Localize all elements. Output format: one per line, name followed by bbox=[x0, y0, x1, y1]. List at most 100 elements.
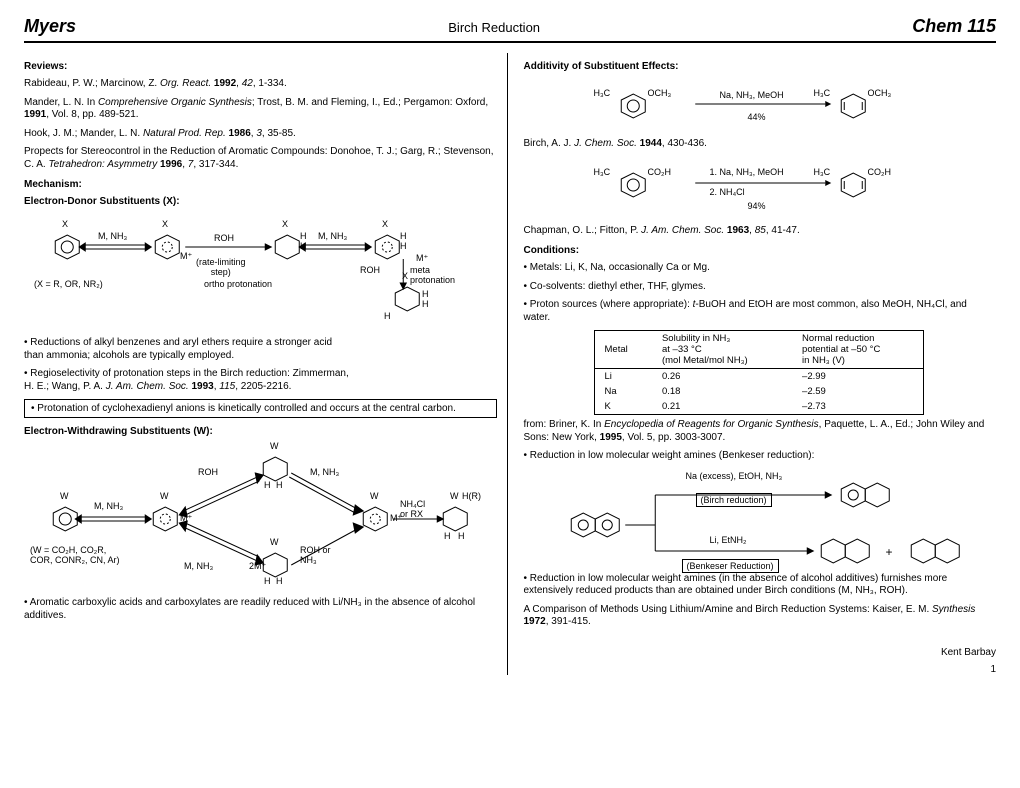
s1-roh-2: ROH bbox=[360, 265, 380, 275]
th-sol-1: Solubility in NH₃ bbox=[662, 333, 730, 344]
rx1-h3c-1: H₃C bbox=[594, 88, 611, 98]
benkeser-heading: • Reduction in low molecular weight amin… bbox=[524, 450, 997, 463]
ref-2-text: Mander, L. N. In bbox=[24, 97, 98, 108]
header-center: Birch Reduction bbox=[448, 20, 540, 35]
ref-4-pages: , 317-344. bbox=[193, 159, 238, 170]
s2-w-1: W bbox=[60, 491, 69, 501]
s2-w-2: W bbox=[160, 491, 169, 501]
s2-roh-1: ROH bbox=[198, 467, 218, 477]
s2-mnh3-1: M, NH₃ bbox=[94, 501, 123, 511]
rx2-h3c-1: H₃C bbox=[594, 167, 611, 177]
s1-h-7: H bbox=[384, 311, 391, 321]
benk-birch-label: (Birch reduction) bbox=[696, 493, 772, 507]
header-left: Myers bbox=[24, 16, 76, 37]
cell-p-1: –2.59 bbox=[792, 384, 923, 399]
rx1-och3-2: OCH₃ bbox=[868, 88, 892, 98]
s1-rate-limit: (rate-limiting step) bbox=[196, 257, 246, 277]
cell-s-2: 0.21 bbox=[652, 399, 792, 415]
cite-4-a: A Comparison of Methods Using Lithium/Am… bbox=[524, 604, 933, 615]
ref-1: Rabideau, P. W.; Marcinow, Z. Org. React… bbox=[24, 78, 497, 91]
scheme-electron-withdrawing: W W W W W W H(R) M, NH₃ M⁺ ROH M, NH₃ H … bbox=[24, 443, 497, 593]
ref-1-year: 1992 bbox=[214, 78, 236, 89]
cite-3-p: , Vol. 5, pp. 3003-3007. bbox=[622, 432, 725, 443]
cite-4-p: , 391-415. bbox=[546, 616, 591, 627]
ref-2-pages: , Vol. 8, pp. 489-521. bbox=[46, 109, 138, 120]
author-name: Kent Barbay bbox=[524, 647, 997, 658]
ref-4-year: 1996 bbox=[160, 159, 182, 170]
scheme-electron-donor: X X X X X M, NH₃ ROH M, NH₃ M⁺ M⁺ H H H … bbox=[24, 213, 497, 333]
th-pot-3: in NH₃ (V) bbox=[802, 355, 845, 366]
rx2-cond-1: 1. Na, NH₃, MeOH bbox=[710, 167, 784, 177]
rx1-cond: Na, NH₃, MeOH bbox=[720, 90, 784, 100]
bullet-2: • Regioselectivity of protonation steps … bbox=[24, 368, 354, 393]
s2-w-eq: (W = CO₂H, CO₂R, COR, CONR₂, CN, Ar) bbox=[30, 545, 120, 565]
page-number: 1 bbox=[524, 664, 997, 675]
s2-w-3: W bbox=[270, 441, 279, 451]
s1-x-eq: (X = R, OR, NR₂) bbox=[34, 279, 103, 289]
cell-p-2: –2.73 bbox=[792, 399, 923, 415]
ref-4: Propects for Stereocontrol in the Reduct… bbox=[24, 146, 497, 171]
left-column: Reviews: Rabideau, P. W.; Marcinow, Z. O… bbox=[24, 53, 508, 675]
s1-meta: meta protonation bbox=[410, 265, 455, 285]
s2-h-2: H bbox=[276, 480, 283, 490]
mechanism-heading: Mechanism: bbox=[24, 179, 497, 190]
s2-mplus: M⁺ bbox=[180, 513, 192, 524]
columns: Reviews: Rabideau, P. W.; Marcinow, Z. O… bbox=[24, 53, 996, 675]
cite-2-v: 85 bbox=[755, 225, 766, 236]
s2-mnh3-3: M, NH₃ bbox=[310, 467, 339, 477]
ref-2-mid: ; Trost, B. M. and Fleming, I., Ed.; Per… bbox=[252, 97, 488, 108]
ref-2-year: 1991 bbox=[24, 109, 46, 120]
page-header: Myers Birch Reduction Chem 115 bbox=[24, 16, 996, 43]
th-sol-2: at –33 °C bbox=[662, 344, 702, 355]
s2-roh-nh3: ROH or NH₃ bbox=[300, 545, 331, 565]
ref-1-journal: Org. React. bbox=[160, 78, 214, 89]
th-pot-1: Normal reduction bbox=[802, 333, 874, 344]
rx1-svg bbox=[524, 78, 997, 134]
s1-h-4: H bbox=[400, 241, 407, 251]
rx2-cond-2: 2. NH₄Cl bbox=[710, 187, 745, 197]
s1-roh: ROH bbox=[214, 233, 234, 243]
ref-3-pages: , 35-85. bbox=[262, 128, 296, 139]
ref-3-text: Hook, J. M.; Mander, L. N. bbox=[24, 128, 143, 139]
th-metal: Metal bbox=[594, 331, 652, 369]
benk-birch-cond: Na (excess), EtOH, NH₃ bbox=[686, 471, 783, 481]
s2-nh4cl: NH₄Cl or RX bbox=[400, 499, 425, 519]
s2-w-5: W bbox=[370, 491, 379, 501]
s2-h-6: H bbox=[458, 531, 465, 541]
s1-mplus-2: M⁺ bbox=[416, 253, 428, 264]
electron-donor-heading: Electron-Donor Substituents (X): bbox=[24, 196, 497, 207]
benk-cond: Li, EtNH₂ bbox=[710, 535, 747, 545]
cite-2-j: J. Am. Chem. Soc. bbox=[641, 225, 727, 236]
cite-3-t: Encyclopedia of Reagents for Organic Syn… bbox=[604, 419, 819, 430]
ref-3-year: 1986 bbox=[229, 128, 251, 139]
s1-x-5: X bbox=[402, 271, 408, 281]
ref-3-journal: Natural Prod. Rep. bbox=[143, 128, 229, 139]
s2-hr: H(R) bbox=[462, 491, 481, 501]
table-row: Na 0.18 –2.59 bbox=[594, 384, 923, 399]
ref-2: Mander, L. N. In Comprehensive Organic S… bbox=[24, 97, 497, 122]
s2-h-5: H bbox=[444, 531, 451, 541]
electron-withdrawing-heading: Electron-Withdrawing Substituents (W): bbox=[24, 426, 497, 437]
bul-2-v: 115 bbox=[219, 381, 235, 392]
right-column: Additivity of Substituent Effects: H₃C O… bbox=[524, 53, 997, 675]
cite-3-y: 1995 bbox=[600, 432, 622, 443]
reaction-2: H₃C CO₂H H₃C CO₂H 1. Na, NH₃, MeOH 2. NH… bbox=[524, 157, 997, 221]
s1-ortho: ortho protonation bbox=[204, 279, 272, 289]
cite-1-a: Birch, A. J. bbox=[524, 138, 575, 149]
cond-3-a: • Proton sources (where appropriate): bbox=[524, 299, 693, 310]
ref-1-vol: 42 bbox=[242, 78, 253, 89]
cond-2: • Co-solvents: diethyl ether, THF, glyme… bbox=[524, 281, 997, 294]
cite-4-y: 1972 bbox=[524, 616, 546, 627]
cite-1-p: , 430-436. bbox=[662, 138, 707, 149]
s2-w-6: W bbox=[450, 491, 459, 501]
s1-mnh3-1: M, NH₃ bbox=[98, 231, 127, 241]
s1-h-5: H bbox=[422, 289, 429, 299]
table-row: Li 0.26 –2.99 bbox=[594, 369, 923, 385]
conditions-heading: Conditions: bbox=[524, 245, 997, 256]
benk-svg bbox=[524, 469, 997, 569]
cite-3-a: from: Briner, K. In bbox=[524, 419, 605, 430]
th-sol: Solubility in NH₃ at –33 °C (mol Metal/m… bbox=[652, 331, 792, 369]
header-right: Chem 115 bbox=[912, 16, 996, 37]
cell-m-0: Li bbox=[594, 369, 652, 385]
rx1-och3-1: OCH₃ bbox=[648, 88, 672, 98]
